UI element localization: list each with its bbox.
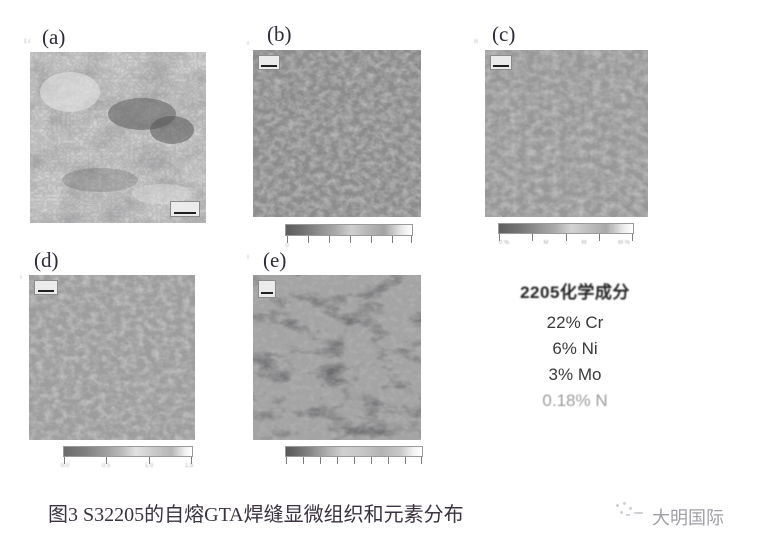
cb-label: 1.5 [184, 463, 194, 469]
panel-c-texture [485, 50, 648, 217]
cb-label: 1.0 [144, 463, 154, 469]
panel-d-colorbar-wrap: 0.0 0.5 1.0 1.5 [60, 446, 194, 472]
panel-e-colorbar-wrap [285, 446, 423, 472]
panel-e-colorbar [285, 446, 423, 457]
scan-noise-mark: ı [20, 274, 22, 281]
watermark-text: 大明国际 [652, 508, 724, 528]
composition-line-mo: 3% Mo [548, 365, 602, 384]
panel-d-label: (d) [34, 248, 59, 272]
cb-label: M [543, 240, 549, 246]
panel-a-scalebar [170, 201, 200, 217]
scan-noise-mark: ıı [474, 38, 478, 45]
panel-d-image [29, 275, 195, 440]
panel-b-image [253, 50, 421, 217]
panel-a-label: (a) [42, 25, 66, 49]
panel-c-colorbar [498, 223, 634, 234]
panel-e-scalebar [258, 280, 276, 298]
panel-e-label: (e) [263, 248, 287, 272]
panel-c-image [485, 50, 648, 217]
scan-noise-mark: ı [247, 40, 249, 47]
composition-line-n: 0.18% N [542, 391, 608, 410]
panel-e: ı (e) [245, 248, 455, 473]
figure-caption: 图3 S32205的自熔GTA焊缝显微组织和元素分布 [48, 504, 464, 526]
cb-label: M % [618, 240, 630, 246]
panel-b-scalebar [258, 55, 280, 70]
panel-a: ɪ.ı (a) [22, 18, 222, 233]
panel-b-colorbar [285, 224, 413, 236]
panel-e-texture [253, 275, 421, 440]
cb-label: M [581, 240, 587, 246]
panel-b-label: (b) [267, 22, 292, 46]
panel-b-colorbar-wrap: 0 [285, 224, 413, 250]
scan-noise-mark: ɪ.ı [24, 38, 31, 45]
cb-label: 0.0 [60, 463, 70, 469]
panel-a-texture [30, 52, 206, 223]
panel-c-label: (c) [492, 22, 516, 46]
panel-c-colorbar-wrap: 0 % M M M % [498, 223, 634, 249]
watermark-dots-icon [614, 500, 658, 518]
cb-label: 0 [285, 243, 289, 249]
composition-block: 2205化学成分 22% Cr 6% Ni 3% Mo 0.18% N [470, 278, 680, 414]
cb-label: 0.5 [101, 463, 111, 469]
panel-d-scalebar [34, 280, 58, 295]
panel-e-image [253, 275, 421, 440]
composition-line-ni: 6% Ni [552, 339, 598, 358]
panel-c: ıı (c) [470, 18, 670, 253]
panel-b: ı (b) [245, 18, 445, 253]
panel-b-texture [253, 50, 421, 217]
panel-d-colorbar [63, 446, 193, 457]
panel-a-image [30, 52, 206, 223]
panel-c-scalebar [490, 55, 512, 70]
cb-label: 0 % [498, 240, 510, 246]
scan-noise-mark: ı [247, 254, 249, 261]
panel-d: ı (d) [20, 248, 230, 473]
panel-d-texture [29, 275, 195, 440]
composition-heading: 2205化学成分 [520, 283, 630, 302]
composition-line-cr: 22% Cr [546, 313, 604, 332]
